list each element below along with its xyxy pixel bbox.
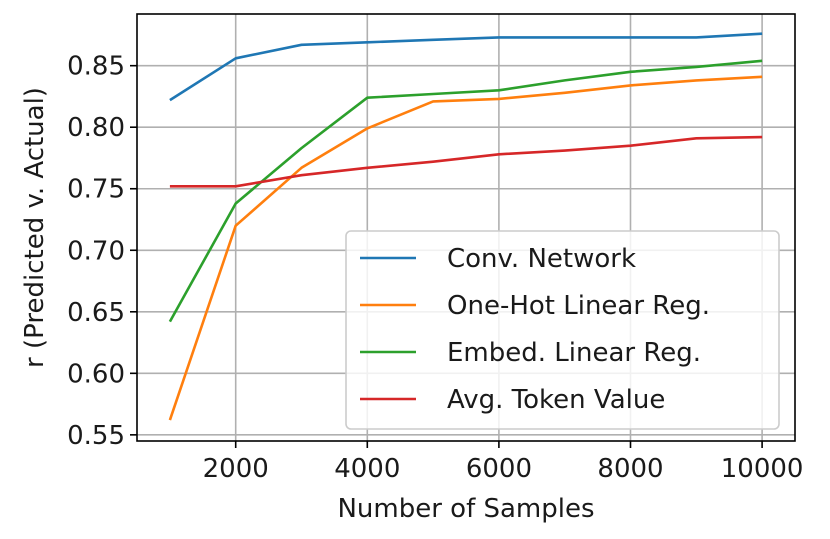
series-line xyxy=(168,75,763,421)
legend-label: One-Hot Linear Reg. xyxy=(447,291,710,321)
y-tick-label: 0.55 xyxy=(67,421,125,451)
x-tick-label: 10000 xyxy=(721,454,804,484)
y-tick-label: 0.60 xyxy=(67,359,125,389)
y-tick-label: 0.85 xyxy=(67,52,125,82)
x-axis-label: Number of Samples xyxy=(337,494,594,524)
axis-ticks: 2000 4000 6000 8000 10000 0.55 0.60 0.65 0.70 0.7… xyxy=(67,52,803,484)
legend-label: Conv. Network xyxy=(447,244,636,274)
plot-frame xyxy=(136,13,796,442)
series-group xyxy=(168,32,763,421)
y-tick-label: 0.75 xyxy=(67,175,125,205)
legend: Conv. Network One-Hot Linear Reg. Embed. L… xyxy=(345,230,780,430)
series-line xyxy=(168,59,763,323)
legend-label: Embed. Linear Reg. xyxy=(447,338,701,368)
y-tick-label: 0.70 xyxy=(67,236,125,266)
series-line xyxy=(169,32,763,102)
x-tick-label: 6000 xyxy=(466,454,532,484)
legend-label: Avg. Token Value xyxy=(447,385,665,415)
y-tick-label: 0.80 xyxy=(67,113,125,143)
y-axis-label: r (Predicted v. Actual) xyxy=(20,87,50,368)
legend-box xyxy=(345,230,780,430)
series-line xyxy=(169,135,763,188)
x-tick-label: 2000 xyxy=(203,454,269,484)
y-tick-label: 0.65 xyxy=(67,298,125,328)
x-tick-label: 8000 xyxy=(597,454,663,484)
x-tick-label: 4000 xyxy=(334,454,400,484)
